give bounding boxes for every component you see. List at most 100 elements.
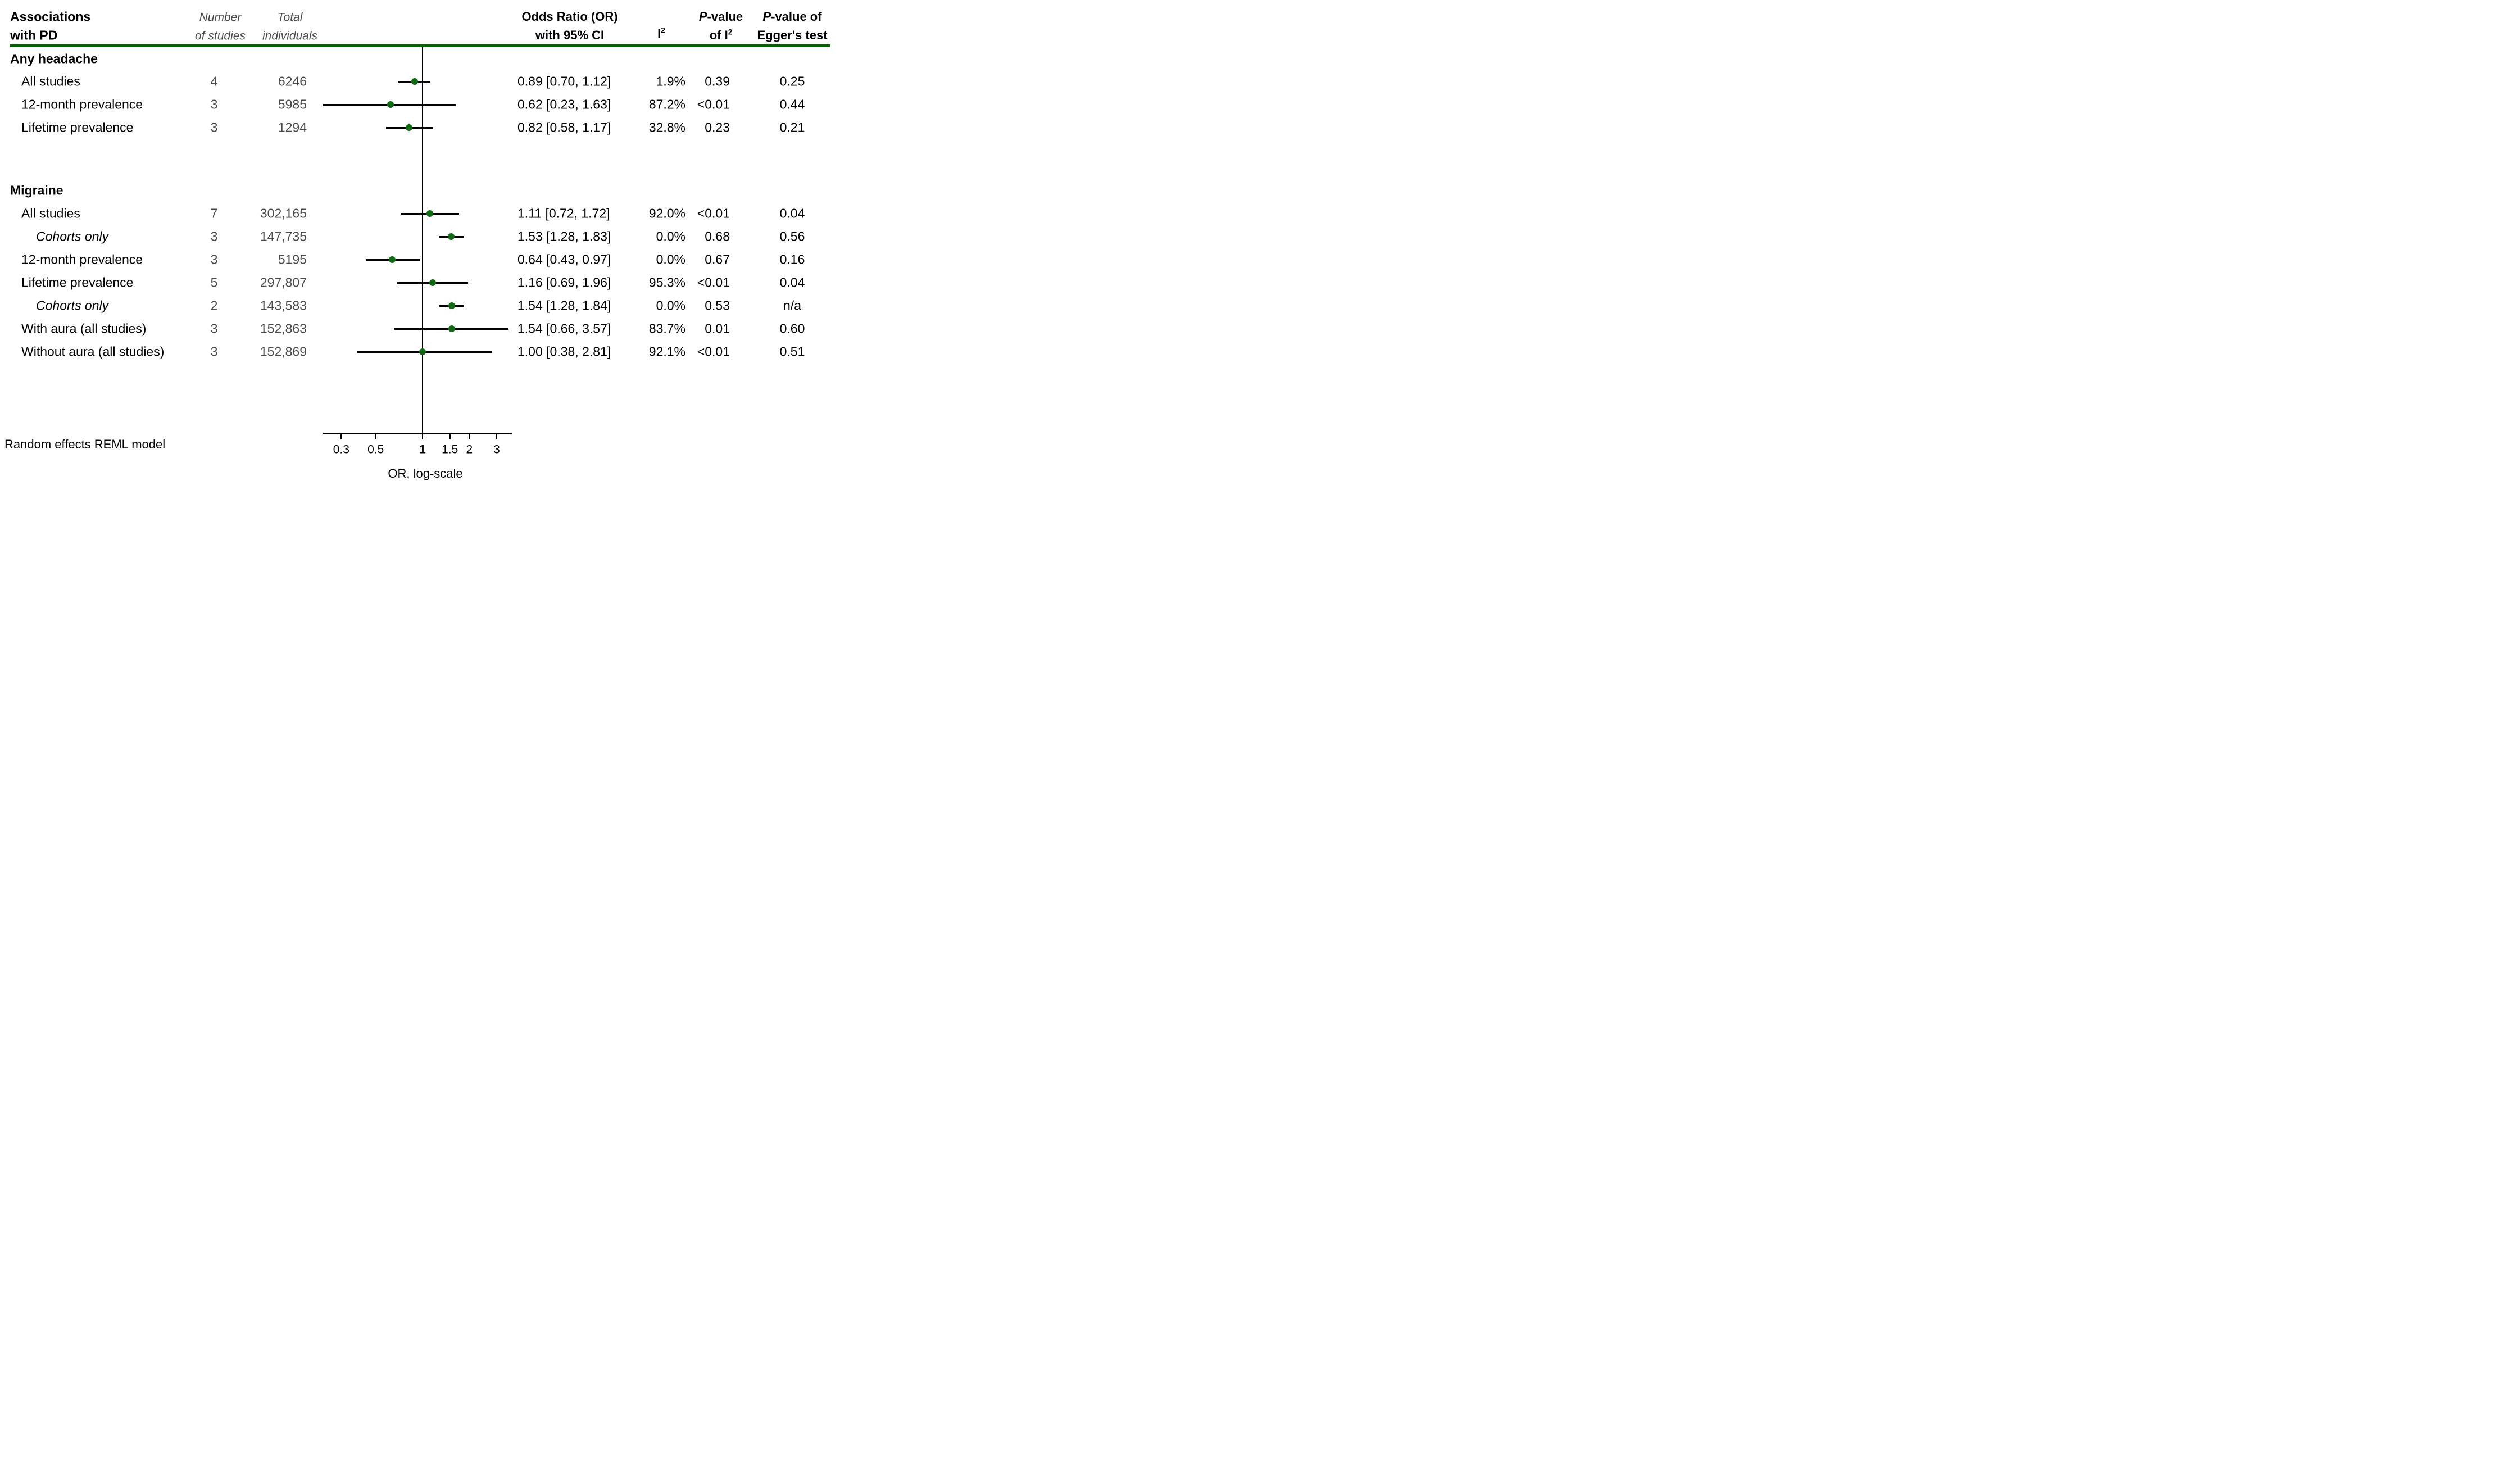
row-i2: 92.0% — [648, 206, 685, 221]
row-total-individuals: 147,735 — [260, 229, 307, 244]
section-title: Migraine — [10, 183, 63, 198]
row-n-studies: 3 — [210, 344, 218, 359]
row-n-studies: 3 — [210, 321, 218, 336]
row-p-i2: 0.53 — [705, 298, 730, 313]
row-i2: 1.9% — [656, 74, 685, 89]
x-axis-tick — [422, 434, 423, 439]
x-axis-tick-label: 1.5 — [442, 443, 458, 456]
row-n-studies: 4 — [210, 74, 218, 89]
row-label: All studies — [21, 74, 80, 89]
or-point-marker — [429, 279, 436, 286]
row-total-individuals: 152,863 — [260, 321, 307, 336]
or-point-marker — [406, 124, 413, 131]
row-n-studies: 3 — [210, 97, 218, 112]
row-p-i2: <0.01 — [697, 97, 730, 112]
or-point-marker — [389, 256, 396, 263]
col-header-number-line2: of studies — [195, 29, 246, 43]
or-point-marker — [426, 210, 433, 217]
row-n-studies: 3 — [210, 252, 218, 267]
col-header-or-line1: Odds Ratio (OR) — [521, 10, 618, 24]
row-or-ci: 1.54 [0.66, 3.57] — [517, 321, 611, 336]
x-axis-tick-label: 2 — [466, 443, 473, 456]
col-header-number-line1: Number — [199, 11, 242, 24]
col-header-total-line1: Total — [277, 11, 303, 24]
row-total-individuals: 297,807 — [260, 275, 307, 290]
row-egger-p: 0.21 — [779, 120, 805, 135]
x-axis-tick — [449, 434, 451, 439]
or-point-marker — [448, 325, 455, 332]
col-header-associations-line1: Associations — [10, 9, 91, 24]
x-axis-label: OR, log-scale — [388, 466, 463, 480]
row-egger-p: 0.04 — [779, 206, 805, 221]
row-p-i2: 0.67 — [705, 252, 730, 267]
row-label: With aura (all studies) — [21, 321, 147, 336]
row-label: 12-month prevalence — [21, 97, 143, 112]
row-n-studies: 2 — [210, 298, 218, 313]
col-header-associations-line2: with PD — [10, 28, 58, 43]
row-n-studies: 3 — [210, 229, 218, 244]
row-total-individuals: 1294 — [278, 120, 307, 135]
row-egger-p: 0.44 — [779, 97, 805, 112]
row-label: Lifetime prevalence — [21, 120, 134, 135]
x-axis-tick-label: 0.5 — [367, 443, 384, 456]
section-title: Any headache — [10, 51, 98, 66]
row-or-ci: 1.53 [1.28, 1.83] — [517, 229, 611, 244]
row-total-individuals: 6246 — [278, 74, 307, 89]
x-axis-tick — [496, 434, 498, 439]
row-i2: 0.0% — [656, 252, 685, 267]
row-or-ci: 1.00 [0.38, 2.81] — [517, 344, 611, 359]
row-label: Without aura (all studies) — [21, 344, 165, 359]
row-i2: 0.0% — [656, 298, 685, 313]
row-egger-p: 0.16 — [779, 252, 805, 267]
row-i2: 0.0% — [656, 229, 685, 244]
row-egger-p: 0.60 — [779, 321, 805, 336]
row-p-i2: <0.01 — [697, 206, 730, 221]
row-label: All studies — [21, 206, 80, 221]
row-egger-p: 0.04 — [779, 275, 805, 290]
row-total-individuals: 5195 — [278, 252, 307, 267]
or-point-marker — [387, 101, 394, 108]
or-point-marker — [419, 348, 426, 355]
row-i2: 87.2% — [648, 97, 685, 112]
x-axis-tick — [469, 434, 470, 439]
row-p-i2: 0.68 — [705, 229, 730, 244]
x-axis-tick — [375, 434, 376, 439]
row-total-individuals: 152,869 — [260, 344, 307, 359]
row-label: Cohorts only — [36, 229, 109, 244]
x-axis-tick — [340, 434, 342, 439]
col-header-or-line2: with 95% CI — [535, 28, 605, 42]
model-note: Random effects REML model — [4, 437, 166, 451]
col-header-p-i2-line1: P-value — [698, 10, 743, 24]
or-point-marker — [448, 233, 455, 240]
x-axis-tick-label: 0.3 — [333, 443, 349, 456]
col-header-p-i2-line2: of I2 — [709, 28, 733, 42]
row-egger-p: 0.51 — [779, 344, 805, 359]
col-header-egger-line1: P-value of — [762, 10, 822, 24]
row-total-individuals: 5985 — [278, 97, 307, 112]
col-header-i2: I2 — [657, 26, 665, 40]
row-n-studies: 7 — [210, 206, 218, 221]
row-p-i2: <0.01 — [697, 275, 730, 290]
forest-plot-figure: Associations with PD Number of studies T… — [0, 0, 840, 487]
row-or-ci: 0.89 [0.70, 1.12] — [517, 74, 611, 89]
row-or-ci: 1.11 [0.72, 1.72] — [517, 206, 610, 221]
row-i2: 95.3% — [648, 275, 685, 290]
col-header-total-line2: individuals — [262, 29, 318, 43]
row-i2: 32.8% — [648, 120, 685, 135]
row-p-i2: <0.01 — [697, 344, 730, 359]
x-axis-line — [323, 433, 512, 434]
row-label: Cohorts only — [36, 298, 109, 313]
row-p-i2: 0.39 — [705, 74, 730, 89]
row-or-ci: 1.54 [1.28, 1.84] — [517, 298, 611, 313]
reference-line-or-1 — [422, 47, 423, 434]
row-or-ci: 0.82 [0.58, 1.17] — [517, 120, 611, 135]
row-total-individuals: 143,583 — [260, 298, 307, 313]
row-label: Lifetime prevalence — [21, 275, 134, 290]
or-point-marker — [448, 302, 455, 309]
row-p-i2: 0.01 — [705, 321, 730, 336]
row-label: 12-month prevalence — [21, 252, 143, 267]
or-point-marker — [411, 78, 418, 85]
row-total-individuals: 302,165 — [260, 206, 307, 221]
header-rule — [10, 44, 830, 47]
row-p-i2: 0.23 — [705, 120, 730, 135]
